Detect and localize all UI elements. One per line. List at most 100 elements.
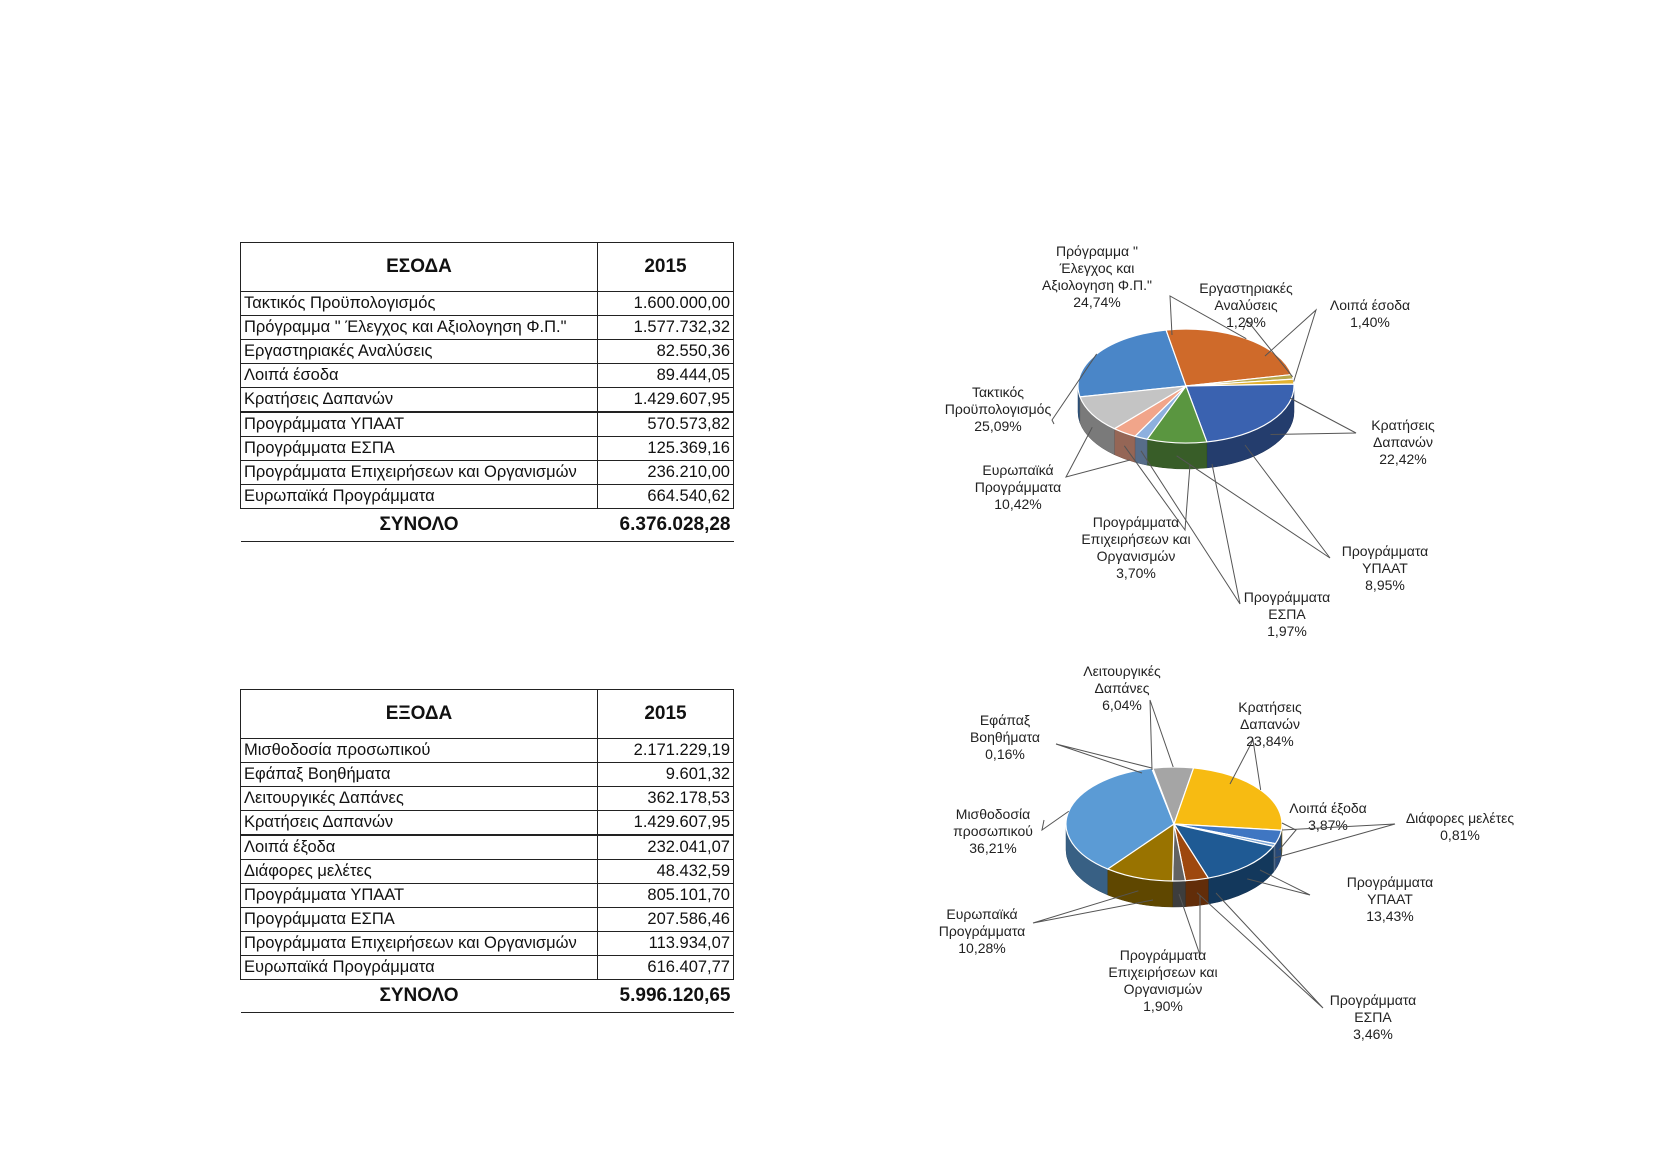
expense-row-label: Ευρωπαϊκά Προγράμματα — [240, 955, 598, 980]
expense-pie-slice — [1106, 822, 1175, 882]
income-pie-slice-label-line: Αξιολογηση Φ.Π." — [1042, 277, 1152, 293]
expense-pie-slice-label-line: Επιχειρήσεων και — [1108, 964, 1217, 980]
expense-pie-slice-label: Προγράμματα ΥΠΑΑΤ 13,43% — [1347, 874, 1434, 924]
income-row: Λοιπά έσοδα 89.444,05 — [240, 363, 734, 388]
expense-pie-slice-label-line: 13,43% — [1366, 908, 1413, 924]
income-pie-slice-label-line: Οργανισμών — [1097, 548, 1176, 564]
expense-header-year: 2015 — [597, 689, 734, 739]
income-row: Προγράμματα ΕΣΠΑ 125.369,16 — [240, 436, 734, 461]
expense-pie-slice-label-line: Ευρωπαϊκά — [946, 906, 1017, 922]
expense-pie-slice-label: Μισθοδοσία προσωπικού 36,21% — [953, 806, 1033, 856]
income-row: Προγράμματα ΥΠΑΑΤ 570.573,82 — [240, 411, 734, 437]
expense-pie-slice-label-line: Δαπανών — [1240, 716, 1300, 732]
expense-pie-slice-label-line: Προγράμματα — [1330, 992, 1417, 1008]
expense-row-value: 207.586,46 — [597, 907, 734, 932]
expense-row-value: 2.171.229,19 — [597, 738, 734, 763]
expense-pie-slice-label: Εφάπαξ Βοηθήματα 0,16% — [970, 712, 1040, 762]
income-pie-slice-label-line: ΕΣΠΑ — [1268, 606, 1306, 622]
income-pie-slice-label: Ευρωπαϊκά Προγράμματα 10,42% — [975, 462, 1062, 512]
income-row-label: Προγράμματα ΥΠΑΑΤ — [240, 411, 598, 437]
income-row-label: Κρατήσεις Δαπανών — [240, 387, 598, 413]
expense-row: Εφάπαξ Βοηθήματα 9.601,32 — [240, 762, 734, 787]
income-pie-slice — [1185, 383, 1295, 443]
expense-pie-leader-line — [1247, 869, 1311, 896]
expense-row-label: Μισθοδοσία προσωπικού — [240, 738, 598, 763]
expense-row: Ευρωπαϊκά Προγράμματα 616.407,77 — [240, 955, 734, 980]
expense-pie-slice-label-line: Εφάπαξ — [980, 712, 1030, 728]
income-pie-slice-label-line: 1,29% — [1226, 314, 1266, 330]
expense-row: Μισθοδοσία προσωπικού 2.171.229,19 — [240, 738, 734, 763]
expense-pie-slice-label-line: 23,84% — [1246, 733, 1293, 749]
income-row-label: Εργαστηριακές Αναλύσεις — [240, 339, 598, 364]
income-pie-leader-line — [1051, 353, 1098, 425]
expense-pie-leader-line — [1032, 890, 1154, 924]
income-pie-leader-line — [1264, 308, 1318, 382]
expense-row-label: Διάφορες μελέτες — [240, 859, 598, 884]
expense-row-value: 616.407,77 — [597, 955, 734, 980]
expense-pie-leader-line — [1229, 738, 1262, 791]
expense-row: Διάφορες μελέτες 48.432,59 — [240, 859, 734, 884]
income-table: ΕΣΟΔΑ 2015 Τακτικός Προϋπολογισμός 1.600.… — [240, 242, 734, 542]
income-pie-leader-line — [1123, 445, 1191, 532]
expense-pie-slice-label-line: Μισθοδοσία — [956, 806, 1030, 822]
expense-pie-slices — [1065, 766, 1283, 908]
income-pie-leader-line — [1270, 397, 1357, 435]
expense-total-label: ΣΥΝΟΛΟ — [240, 979, 598, 1013]
income-pie-slice-label: Εργαστηριακές Αναλύσεις 1,29% — [1199, 280, 1293, 330]
expense-row-label: Λειτουργικές Δαπάνες — [240, 786, 598, 811]
income-pie-leader-line — [1140, 450, 1241, 605]
income-header-label: ΕΣΟΔΑ — [240, 242, 598, 292]
expense-pie-slice-label: Λοιπά έξοδα 3,87% — [1289, 800, 1367, 833]
expense-pie-slice-side — [1172, 880, 1186, 908]
expense-pie-slice-label: Διάφορες μελέτες 0,81% — [1406, 810, 1515, 843]
expense-row-label: Προγράμματα Επιχειρήσεων και Οργανισμών — [240, 931, 598, 956]
income-row-label: Προγράμματα Επιχειρήσεων και Οργανισμών — [240, 460, 598, 485]
expense-pie-slice-label-line: 0,81% — [1440, 827, 1480, 843]
income-pie-slice-label: Πρόγραμμα " Έλεγχος και Αξιολογηση Φ.Π." 24… — [1042, 243, 1152, 310]
income-pie-slice-label: Προγράμματα ΥΠΑΑΤ 8,95% — [1342, 543, 1429, 593]
expense-pie-slice-label-line: Προγράμματα — [939, 923, 1026, 939]
expense-pie-leader-line — [1196, 892, 1324, 1009]
expense-row-value: 805.101,70 — [597, 883, 734, 908]
expense-pie-slice-label-line: 1,90% — [1143, 998, 1183, 1014]
income-header-year: 2015 — [597, 242, 734, 292]
income-pie-slice — [1165, 328, 1293, 387]
income-row-value: 125.369,16 — [597, 436, 734, 461]
income-pie-slice-label-line: Εργαστηριακές — [1199, 280, 1293, 296]
income-pie-slice-side — [1146, 438, 1208, 470]
income-row-value: 570.573,82 — [597, 411, 734, 437]
expense-row-value: 113.934,07 — [597, 931, 734, 956]
income-pie-leader-line — [1169, 295, 1247, 340]
expense-header-label: ΕΞΟΔΑ — [240, 689, 598, 739]
income-row: Κρατήσεις Δαπανών 1.429.607,95 — [240, 387, 734, 413]
expense-pie-slice-label-line: προσωπικού — [953, 823, 1033, 839]
income-pie-slice-label: Τακτικός Προϋπολογισμός 25,09% — [945, 384, 1052, 434]
expense-row-label: Εφάπαξ Βοηθήματα — [240, 762, 598, 787]
income-pie-slice-label-line: Πρόγραμμα " — [1056, 243, 1138, 259]
expense-pie-slice-label: Λειτουργικές Δαπάνες 6,04% — [1083, 663, 1161, 713]
income-pie-slices — [1077, 328, 1295, 470]
expense-pie-slice-side — [1185, 877, 1209, 907]
expense-pie-slice-label-line: 0,16% — [985, 746, 1025, 762]
expense-row-value: 48.432,59 — [597, 859, 734, 884]
income-row-value: 1.577.732,32 — [597, 315, 734, 340]
income-pie-slice-label-line: ΥΠΑΑΤ — [1362, 560, 1408, 576]
expense-pie-slice-label: Κρατήσεις Δαπανών 23,84% — [1238, 699, 1302, 749]
expense-pie-slice-label-line: 3,87% — [1308, 817, 1348, 833]
expense-pie-slice-label: Προγράμματα Επιχειρήσεων και Οργανισμών 1,9… — [1108, 947, 1217, 1014]
expense-pie-slice-label-line: 36,21% — [969, 840, 1016, 856]
expense-pie-slice — [1065, 767, 1175, 870]
income-row: Προγράμματα Επιχειρήσεων και Οργανισμών 2… — [240, 460, 734, 485]
income-pie-slice-label-line: 25,09% — [974, 418, 1021, 434]
income-row: Εργαστηριακές Αναλύσεις 82.550,36 — [240, 339, 734, 364]
expense-pie-leader-line — [1274, 823, 1396, 859]
expense-pie-slice — [1173, 767, 1283, 831]
expense-row-value: 1.429.607,95 — [597, 810, 734, 836]
income-pie-slice-label-line: Έλεγχος και — [1059, 260, 1135, 276]
income-pie-slice-label-line: Προγράμματα — [1244, 589, 1331, 605]
expense-pie-slice-label-line: Κρατήσεις — [1238, 699, 1302, 715]
income-row-value: 1.429.607,95 — [597, 387, 734, 413]
income-row-value: 664.540,62 — [597, 484, 734, 509]
income-pie-slice — [1079, 385, 1187, 430]
